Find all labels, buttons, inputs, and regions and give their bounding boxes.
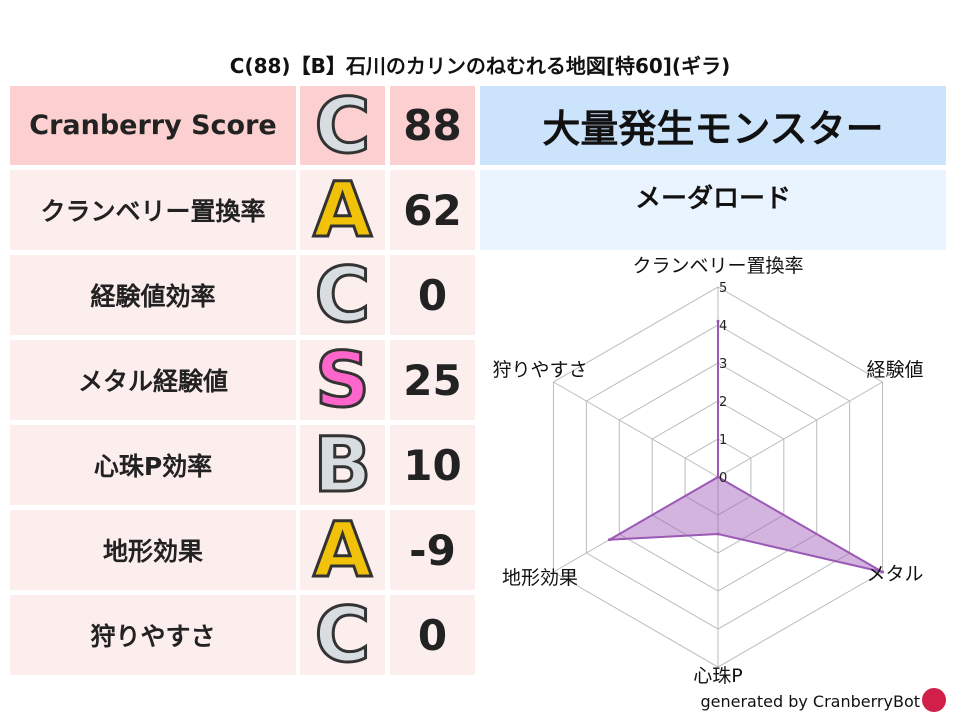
- grade-badge: C: [300, 255, 385, 335]
- row-value: 0: [390, 255, 475, 335]
- axis-label: 地形効果: [502, 567, 578, 589]
- grade-letter: A: [312, 165, 374, 254]
- grade-letter: B: [312, 420, 373, 509]
- row-label: Cranberry Score: [10, 86, 296, 165]
- grade-badge: A: [300, 510, 385, 590]
- data-point: [881, 570, 885, 574]
- row-label: 狩りやすさ: [10, 595, 296, 675]
- grade-letter: C: [313, 80, 372, 170]
- monster-header: 大量発生モンスター: [480, 86, 946, 165]
- footer-credit: generated by CranberryBot: [700, 692, 920, 711]
- grid-spoke: [717, 381, 883, 478]
- tick-label: 1: [719, 433, 727, 448]
- axis-label: クランベリー置換率: [632, 255, 803, 277]
- grade-badge: A: [300, 170, 385, 250]
- tick-label: 5: [719, 281, 727, 296]
- row-value: -9: [390, 510, 475, 590]
- row-value: 88: [390, 86, 475, 165]
- grade-badge: B: [300, 425, 385, 505]
- row-label: 心珠P効率: [10, 425, 296, 505]
- grade-letter: S: [314, 335, 372, 424]
- axis-label: メタル: [866, 563, 923, 585]
- tick-label: 0: [719, 471, 727, 486]
- axis-label: 経験値: [866, 359, 923, 381]
- axis-label: 狩りやすさ: [492, 359, 587, 381]
- row-label: クランベリー置換率: [10, 170, 296, 250]
- grade-letter: C: [313, 590, 372, 679]
- grade-letter: C: [313, 250, 372, 339]
- grade-badge: C: [300, 595, 385, 675]
- data-point: [716, 319, 720, 323]
- tick-label: 4: [719, 319, 727, 334]
- monster-name: メーダロード: [480, 170, 946, 250]
- tick-label: 2: [719, 395, 727, 410]
- grade-letter: A: [312, 505, 374, 594]
- data-point: [716, 475, 720, 479]
- row-label: 地形効果: [10, 510, 296, 590]
- tick-label: 3: [719, 357, 727, 372]
- data-point: [607, 538, 611, 542]
- row-value: 0: [390, 595, 475, 675]
- row-value: 62: [390, 170, 475, 250]
- axis-label: 心珠P: [693, 665, 742, 687]
- grade-badge: S: [300, 340, 385, 420]
- row-value: 25: [390, 340, 475, 420]
- page-title: C(88)【B】石川のカリンのねむれる地図[特60](ギラ): [229, 54, 731, 78]
- cranberry-bot-logo-icon: [922, 688, 946, 712]
- data-point: [716, 532, 720, 536]
- row-label: メタル経験値: [10, 340, 296, 420]
- grid-spoke: [553, 381, 719, 478]
- row-value: 10: [390, 425, 475, 505]
- row-label: 経験値効率: [10, 255, 296, 335]
- grade-badge: C: [300, 86, 385, 165]
